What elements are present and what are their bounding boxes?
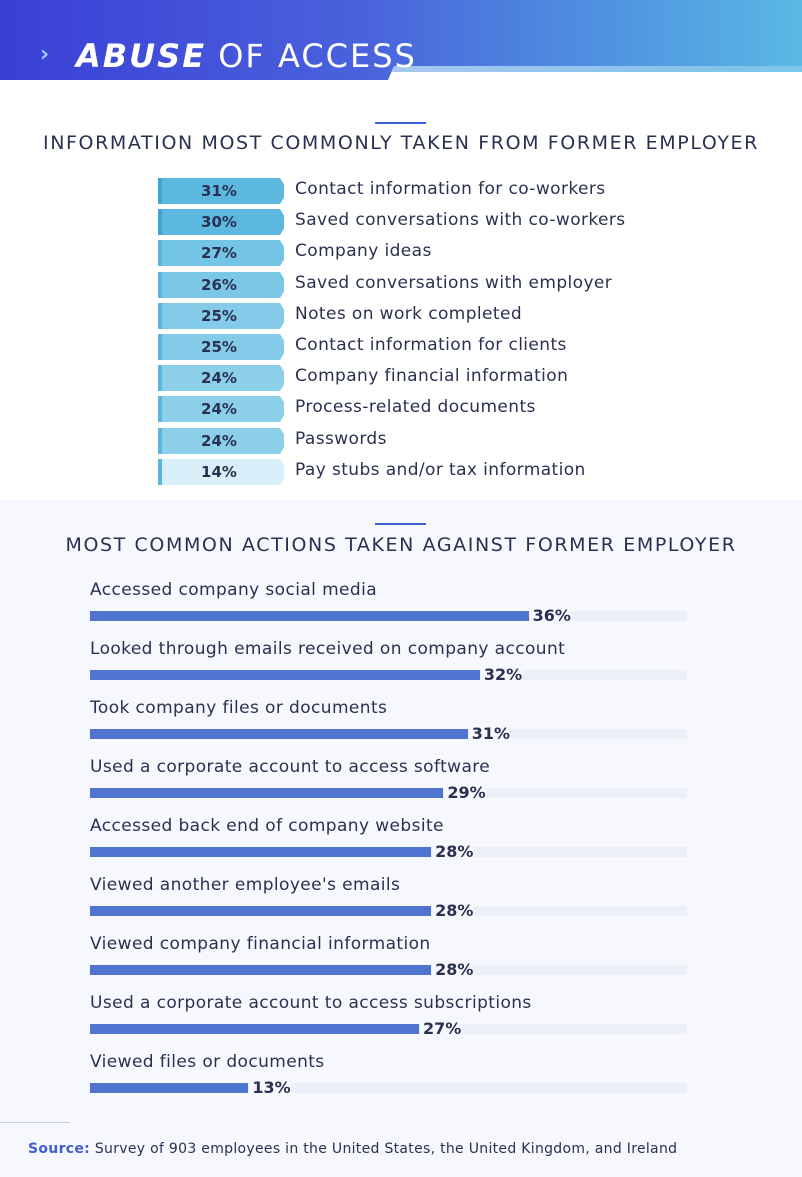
- chart2-category-label: Viewed files or documents: [90, 1052, 325, 1072]
- chart1-value-label: 27%: [201, 244, 237, 263]
- page-title: ABUSE OF ACCESS: [76, 36, 417, 76]
- chart2-category-label: Used a corporate account to access subsc…: [90, 993, 532, 1013]
- banner-shape: [0, 0, 802, 80]
- chart2-bar: [90, 906, 432, 916]
- chart2-value-label: 27%: [419, 1019, 462, 1039]
- chart2-category-label: Accessed company social media: [90, 580, 378, 600]
- chart2-row: Took company files or documents 31%: [90, 698, 690, 757]
- chart1-category-label: Saved conversations with employer: [295, 272, 613, 293]
- chart2-category-label: Used a corporate account to access softw…: [90, 757, 491, 777]
- chart2-row: Accessed company social media 36%: [90, 580, 690, 639]
- source-note: Source: Survey of 903 employees in the U…: [28, 1141, 677, 1157]
- chart2-value-label: 13%: [249, 1078, 291, 1098]
- chevron-right-icon: ›: [40, 42, 50, 67]
- chart1-value-label: 26%: [201, 275, 237, 294]
- section1-divider: [375, 122, 426, 124]
- chart1-bar: [158, 178, 284, 204]
- chart2-value-label: 28%: [432, 842, 474, 862]
- chart1-category-label: Contact information for clients: [295, 335, 567, 355]
- chart2-row: Looked through emails received on compan…: [90, 639, 690, 698]
- chart2-category-label: Viewed another employee's emails: [90, 875, 401, 895]
- source-divider: [0, 1122, 70, 1123]
- chart1-value-label: 31%: [201, 182, 237, 200]
- chart1-bar: [158, 396, 284, 423]
- title-rest: OF ACCESS: [218, 37, 417, 75]
- chart1-category-label: Process-related documents: [295, 397, 536, 418]
- chart1-bar: [158, 458, 284, 485]
- chart2-row: Used a corporate account to access subsc…: [90, 993, 690, 1052]
- chart2-bar: [90, 965, 432, 975]
- chart2-row: Accessed back end of company website 28%: [90, 816, 690, 875]
- chart2-row: Viewed files or documents 13%: [90, 1052, 690, 1111]
- chart1-category-label: Notes on work completed: [295, 303, 523, 324]
- chart2-category-label: Accessed back end of company website: [90, 816, 444, 836]
- chart2-bar: [90, 729, 468, 739]
- chart2-bar: [90, 670, 480, 680]
- chart2-category-label: Took company files or documents: [90, 698, 388, 718]
- chart1-value-label: 24%: [201, 400, 237, 419]
- section2-divider: [375, 523, 426, 525]
- chart1-category-label: Company financial information: [295, 366, 569, 387]
- chart2-bar: [90, 847, 432, 857]
- source-text: Survey of 903 employees in the United St…: [94, 1141, 678, 1157]
- chart2-bar: [90, 1024, 419, 1034]
- chart1-value-label: 30%: [201, 213, 237, 232]
- chart2-category-label: Viewed company financial information: [90, 934, 431, 954]
- chart2-bar: [90, 1083, 249, 1093]
- chart2-bar: [90, 611, 529, 621]
- chart2-value-label: 36%: [529, 606, 571, 626]
- header-banner: › ABUSE OF ACCESS: [0, 0, 802, 80]
- chart1-bar: [158, 240, 284, 267]
- chart2-row: Viewed another employee's emails 28%: [90, 875, 690, 934]
- chart1-bar: [158, 334, 284, 360]
- chart1-bar: [158, 427, 284, 454]
- chart2-bar: [90, 788, 444, 798]
- chart1-bar: [158, 302, 284, 329]
- chart2-value-label: 28%: [432, 960, 474, 980]
- chart1-value-label: 24%: [201, 369, 237, 388]
- chart1-category-label: Pay stubs and/or tax information: [295, 459, 586, 480]
- chart1-value-label: 24%: [201, 431, 237, 450]
- chart2-value-label: 28%: [432, 901, 474, 921]
- chart1-category-label: Saved conversations with co-workers: [295, 210, 626, 231]
- section2-title: MOST COMMON ACTIONS TAKEN AGAINST FORMER…: [65, 534, 737, 556]
- title-bold: ABUSE: [76, 37, 207, 75]
- chart2-row: Viewed company financial information 28%: [90, 934, 690, 993]
- chart1-value-label: 25%: [201, 306, 237, 325]
- chart2-category-label: Looked through emails received on compan…: [90, 639, 566, 659]
- chart1-category-label: Company ideas: [295, 241, 432, 262]
- chart2-track: [90, 1083, 687, 1093]
- chart1-category-label: Passwords: [295, 428, 387, 449]
- chart1-bar: [158, 209, 284, 236]
- chart2-row: Used a corporate account to access softw…: [90, 757, 690, 816]
- source-label: Source:: [28, 1141, 91, 1157]
- chart1-bar: [158, 271, 284, 298]
- chart2-value-label: 31%: [468, 724, 510, 744]
- section1-title: INFORMATION MOST COMMONLY TAKEN FROM FOR…: [43, 132, 759, 154]
- chart2-value-label: 32%: [480, 665, 523, 685]
- chart1-value-label: 14%: [201, 462, 237, 481]
- chart2-value-label: 29%: [444, 783, 486, 803]
- chart1-value-label: 25%: [201, 338, 237, 356]
- chart1-category-label: Contact information for co-workers: [295, 179, 606, 199]
- chart1-bar: [158, 365, 284, 392]
